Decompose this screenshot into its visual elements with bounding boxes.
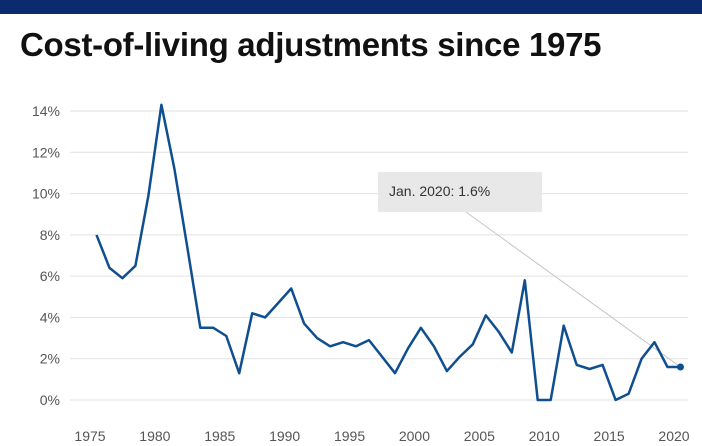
annotation-leader-line <box>465 211 681 368</box>
x-tick-label-1985: 1985 <box>204 428 235 444</box>
annotation-box <box>378 172 542 212</box>
x-tick-label-1990: 1990 <box>269 428 300 444</box>
x-tick-label-1995: 1995 <box>334 428 365 444</box>
chart-title: Cost-of-living adjustments since 1975 <box>20 26 602 63</box>
y-tick-label-12: 12% <box>32 144 60 160</box>
x-tick-label-1975: 1975 <box>74 428 105 444</box>
x-tick-label-2015: 2015 <box>594 428 625 444</box>
y-tick-label-14: 14% <box>32 103 60 119</box>
y-tick-label-4: 4% <box>40 309 60 325</box>
x-tick-label-2005: 2005 <box>464 428 495 444</box>
y-tick-label-8: 8% <box>40 227 60 243</box>
x-tick-label-1980: 1980 <box>139 428 170 444</box>
y-tick-label-6: 6% <box>40 268 60 284</box>
x-tick-label-2010: 2010 <box>529 428 560 444</box>
x-tick-label-2020: 2020 <box>658 428 689 444</box>
y-tick-label-2: 2% <box>40 351 60 367</box>
y-tick-label-0: 0% <box>40 392 60 408</box>
series-line <box>95 103 681 402</box>
annotated-point <box>676 363 684 371</box>
y-tick-label-10: 10% <box>32 186 60 202</box>
x-tick-label-2000: 2000 <box>399 428 430 444</box>
top-accent-bar <box>0 0 702 14</box>
annotation-label: Jan. 2020: 1.6% <box>389 183 490 199</box>
